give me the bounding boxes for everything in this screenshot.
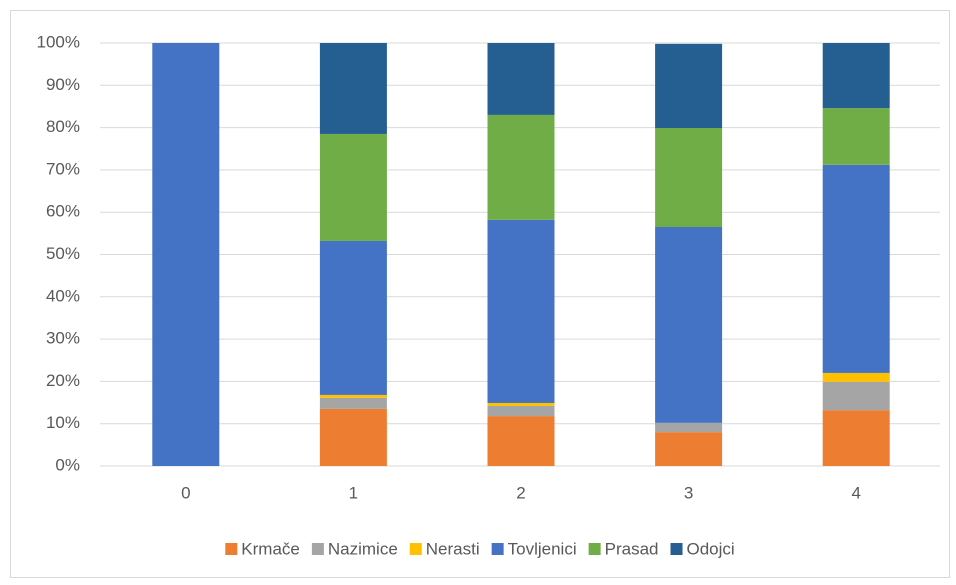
bar-segment [655,43,723,129]
bar-segment [319,133,387,241]
legend-swatch [670,543,683,555]
legend-swatch [491,543,504,555]
y-tick-label: 50% [46,244,80,263]
bar-segment [487,416,555,466]
legend-label: Nerasti [426,539,480,558]
bar-segment [487,114,555,220]
bar-segment [319,397,387,409]
legend-label: Odojci [687,539,735,558]
legend-swatch [588,543,601,555]
bar-segment [822,108,890,165]
bar-segment [152,43,220,466]
bar-segment [822,381,890,411]
bar-segment [487,405,555,417]
bar-segment [822,372,890,382]
y-tick-label: 80% [46,117,80,136]
y-tick-label: 20% [46,371,80,390]
legend-swatch [311,543,324,555]
legend-label: Prasad [605,539,659,558]
legend-swatch [409,543,422,555]
y-tick-label: 30% [46,329,80,348]
y-tick-label: 40% [46,286,80,305]
x-tick-label: 1 [349,483,358,502]
legend-swatch [225,543,238,555]
x-tick-label: 0 [181,483,190,502]
bar-segment [655,128,723,228]
bar-segment [319,408,387,466]
x-tick-label: 3 [684,483,693,502]
x-tick-label: 4 [851,483,860,502]
bar-segment [319,240,387,395]
y-tick-label: 10% [46,413,80,432]
chart-frame [10,10,950,578]
legend-label: Krmače [241,539,300,558]
bar-segment [822,164,890,373]
x-tick-label: 2 [516,483,525,502]
bar-segment [822,43,890,109]
bar-segment [487,219,555,403]
bar-segment [822,410,890,466]
bar-segment [655,432,723,466]
y-tick-label: 70% [46,159,80,178]
bar-segment [655,227,723,423]
legend-label: Tovljenici [508,539,577,558]
bar-segment [487,43,555,115]
y-tick-label: 60% [46,202,80,221]
y-tick-label: 0% [55,455,80,474]
y-tick-label: 100% [37,32,80,51]
bar-segment [319,394,387,398]
legend-label: Nazimice [328,539,398,558]
bar-segment [319,43,387,134]
bar-segment [655,422,723,433]
bar-segment [487,402,555,406]
y-tick-label: 90% [46,75,80,94]
